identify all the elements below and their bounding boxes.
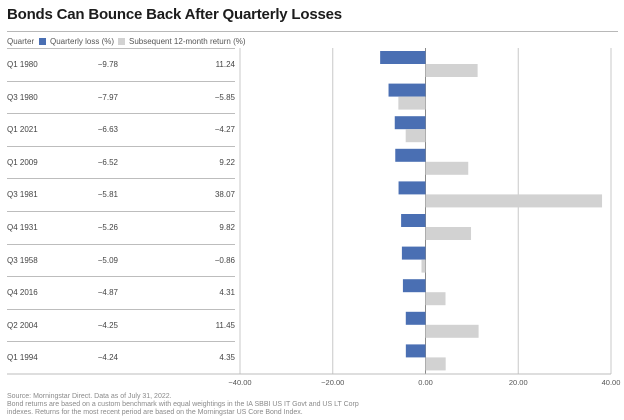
row-quarter: Q1 1994 [7,353,38,363]
row-return-value: 38.07 [214,190,235,200]
footnote-source: Source: Morningstar Direct. Data as of J… [7,393,172,400]
title-divider [7,31,618,32]
legend-loss-label: Quarterly loss (%) [50,37,115,46]
legend-return-swatch [118,38,125,45]
row-quarter: Q4 2016 [7,288,38,298]
loss-bar [405,344,426,358]
loss-bar [401,214,426,227]
return-bar [425,324,479,338]
loss-bar [402,279,426,293]
data-table: Q1 1980 −9.78 11.24 Q3 1980 −7.97 −5.85 Q1 2… [7,48,235,374]
row-quarter: Q1 2009 [7,157,38,167]
loss-bar [380,51,426,64]
table-row: Q1 2021 −6.63 −4.27 [7,113,235,146]
row-loss-value: −6.52 [97,157,118,167]
footnote-method: Bond returns are based on a custom bench… [7,401,359,408]
row-return-value: −0.86 [214,255,235,265]
row-quarter: Q1 2021 [7,125,38,135]
return-bar [425,161,469,175]
return-bar [425,194,603,208]
table-row: Q4 1931 −5.26 9.82 [7,210,235,244]
row-loss-value: −4.24 [97,353,118,363]
return-bar [425,292,446,306]
table-row: Q1 2009 −6.52 9.22 [7,145,235,179]
table-row: Q3 1980 −7.97 −5.85 [7,80,235,114]
footnote-recent: indexes. Returns for the most recent per… [7,409,303,416]
row-quarter: Q3 1981 [7,190,38,200]
chart-title: Bonds Can Bounce Back After Quarterly Lo… [7,6,342,23]
row-return-value: 11.24 [215,60,235,69]
x-tick-label: −40.00 [228,378,251,387]
row-loss-value: −5.09 [97,255,118,265]
row-return-value: 11.45 [215,320,235,330]
x-tick-label: 0.00 [418,378,433,387]
row-return-value: 4.31 [219,288,235,298]
loss-bar [394,116,426,130]
row-loss-value: −4.25 [97,320,118,330]
loss-bar [395,148,426,162]
x-tick-label: 20.00 [509,378,528,387]
row-loss-value: −9.78 [97,60,118,69]
x-tick-label: 40.00 [602,378,621,387]
row-return-value: −5.85 [214,92,235,102]
return-bar [405,129,426,143]
legend-return: Subsequent 12-month return (%) [118,37,246,46]
row-loss-value: −5.81 [97,190,118,200]
table-row: Q3 1981 −5.81 38.07 [7,178,235,211]
row-quarter: Q2 2004 [7,320,38,330]
legend-loss-swatch [39,38,46,45]
row-return-value: 9.82 [219,222,235,232]
return-bar [425,64,478,77]
loss-bar [388,83,426,97]
row-return-value: 9.22 [219,157,235,167]
return-bar [425,227,472,240]
return-bar [421,259,426,273]
row-return-value: 4.35 [219,353,235,363]
legend-loss: Quarterly loss (%) [39,37,114,46]
row-loss-value: −4.87 [97,288,118,298]
table-row: Q3 1958 −5.09 −0.86 [7,243,235,277]
row-loss-value: −6.63 [97,125,118,135]
row-quarter: Q3 1958 [7,255,38,265]
row-quarter: Q1 1980 [7,60,38,69]
loss-bar [401,246,426,260]
row-loss-value: −7.97 [97,92,118,102]
table-row: Q4 2016 −4.87 4.31 [7,276,235,309]
loss-bar [405,311,426,325]
x-tick-label: −20.00 [321,378,344,387]
row-quarter: Q4 1931 [7,222,38,232]
table-row: Q2 2004 −4.25 11.45 [7,308,235,342]
return-bar [398,96,426,110]
return-bar [425,357,446,371]
quarter-column-header: Quarter [7,37,35,46]
table-row: Q1 1994 −4.24 4.35 [7,341,235,374]
loss-bar [398,181,426,195]
row-loss-value: −5.26 [97,222,118,232]
row-return-value: −4.27 [214,125,235,135]
legend-return-label: Subsequent 12-month return (%) [129,37,246,46]
row-quarter: Q3 1980 [7,92,38,102]
table-row: Q1 1980 −9.78 11.24 [7,48,235,81]
